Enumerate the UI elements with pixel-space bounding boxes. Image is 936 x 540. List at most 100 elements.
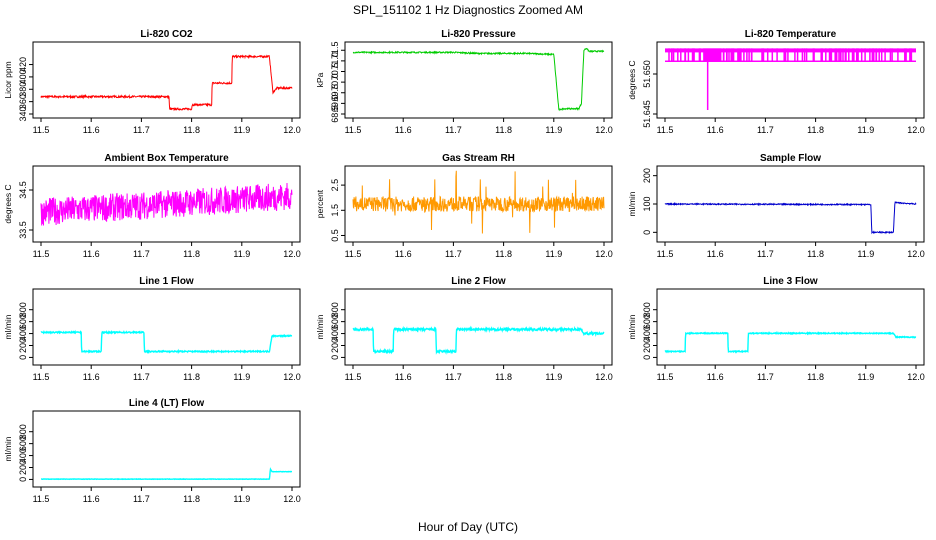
x-tick-label: 11.7 <box>757 125 774 135</box>
data-series-line <box>664 201 917 235</box>
panel-title: Gas Stream RH <box>442 153 515 164</box>
x-tick-label: 11.6 <box>83 249 100 259</box>
panel-title: Li-820 Pressure <box>441 29 516 40</box>
y-tick-label: 0 <box>642 355 652 360</box>
y-tick-label: 33.5 <box>18 221 28 239</box>
x-tick-label: 11.6 <box>395 249 412 259</box>
plot-frame <box>344 288 613 366</box>
plot-frame <box>656 41 925 119</box>
x-tick-label: 11.5 <box>33 372 50 382</box>
y-tick-label: 0 <box>18 355 28 360</box>
x-tick-label: 12.0 <box>283 249 301 259</box>
x-tick-label: 11.5 <box>345 372 362 382</box>
y-tick-label: 0 <box>642 230 652 235</box>
x-tick-label: 11.8 <box>495 372 512 382</box>
y-tick-label: 0.5 <box>330 229 340 242</box>
x-tick-label: 11.5 <box>657 372 674 382</box>
y-tick-label: 600 <box>18 436 28 451</box>
x-tick-label: 11.7 <box>133 125 150 135</box>
y-tick-label: 200 <box>330 338 340 353</box>
y-axis-label: ml/min <box>627 191 637 216</box>
y-axis-label: degrees C <box>3 184 13 223</box>
x-tick-label: 11.9 <box>233 494 250 504</box>
x-tick-label: 11.5 <box>345 249 362 259</box>
figure-title: SPL_151102 1 Hz Diagnostics Zoomed AM <box>353 3 583 17</box>
y-tick-label: 600 <box>642 314 652 329</box>
y-tick-label: 70.0 <box>330 73 340 91</box>
panel-8: Line 3 Flow 11.5 11.6 11.7 11.8 11.9 12.0 0 2004… <box>627 276 925 382</box>
plot-frame <box>32 410 301 488</box>
x-tick-label: 11.6 <box>395 125 412 135</box>
plot-frame <box>344 165 613 243</box>
panel-1: Li-820 Pressure 11.5 11.6 11.7 11.8 11.9 12.0 6… <box>315 29 613 135</box>
x-tick-label: 11.7 <box>445 125 462 135</box>
y-tick-label: 400 <box>642 326 652 341</box>
panel-title: Li-820 CO2 <box>140 29 193 40</box>
data-series-line <box>40 54 293 112</box>
x-tick-label: 11.5 <box>657 249 674 259</box>
x-tick-label: 11.9 <box>233 125 250 135</box>
y-tick-label: 69.0 <box>330 95 340 113</box>
x-tick-label: 11.5 <box>657 125 674 135</box>
x-tick-label: 12.0 <box>283 125 301 135</box>
panel-9: Line 4 (LT) Flow 11.5 11.6 11.7 11.8 11.9 12.0… <box>3 398 301 504</box>
panel-grid: Li-820 CO2 11.5 11.6 11.7 11.8 11.9 12.0 340360… <box>3 29 925 504</box>
y-tick-label: 51.650 <box>642 60 652 88</box>
y-tick-label: 1.5 <box>330 204 340 217</box>
data-series-line <box>352 325 605 355</box>
x-tick-label: 11.6 <box>83 494 100 504</box>
x-tick-label: 12.0 <box>907 372 925 382</box>
y-axis-label: degrees C <box>627 60 637 99</box>
figure-x-axis-label: Hour of Day (UTC) <box>418 520 518 534</box>
data-series-line <box>352 170 605 234</box>
panel-5: Sample Flow 11.5 11.6 11.7 11.8 11.9 12.0 0 100 2… <box>627 153 925 259</box>
x-tick-label: 11.6 <box>83 372 100 382</box>
panel-0: Li-820 CO2 11.5 11.6 11.7 11.8 11.9 12.0 340360… <box>3 29 301 135</box>
y-tick-label: 380 <box>18 82 28 97</box>
x-tick-label: 11.5 <box>33 249 50 259</box>
y-tick-label: 200 <box>642 168 652 183</box>
y-tick-label: 800 <box>330 302 340 317</box>
y-tick-label: 71.0 <box>330 52 340 70</box>
panel-title: Line 4 (LT) Flow <box>129 398 205 409</box>
x-tick-label: 11.9 <box>545 125 562 135</box>
y-tick-label: 0 <box>18 477 28 482</box>
data-series-line <box>40 182 293 226</box>
y-tick-label: 71.5 <box>330 41 340 59</box>
x-tick-label: 11.8 <box>183 249 200 259</box>
x-tick-label: 12.0 <box>283 372 301 382</box>
data-series-line <box>664 331 917 354</box>
x-tick-label: 11.7 <box>133 249 150 259</box>
x-tick-label: 11.9 <box>545 372 562 382</box>
plot-frame <box>656 288 925 366</box>
x-tick-label: 11.8 <box>183 125 200 135</box>
y-tick-label: 400 <box>18 69 28 84</box>
x-tick-label: 11.6 <box>707 249 724 259</box>
y-tick-label: 68.5 <box>330 105 340 123</box>
x-tick-label: 12.0 <box>595 372 613 382</box>
y-tick-label: 51.645 <box>642 100 652 128</box>
x-tick-label: 12.0 <box>283 494 301 504</box>
y-axis-label: kPa <box>315 72 325 87</box>
data-series-band <box>665 48 916 53</box>
y-tick-label: 360 <box>18 94 28 109</box>
x-tick-label: 11.8 <box>807 249 824 259</box>
x-tick-label: 12.0 <box>907 249 925 259</box>
x-tick-label: 11.7 <box>757 372 774 382</box>
panel-title: Ambient Box Temperature <box>104 153 229 164</box>
x-tick-label: 11.6 <box>395 372 412 382</box>
y-axis-label: ml/min <box>3 314 13 339</box>
x-tick-label: 11.5 <box>345 125 362 135</box>
y-tick-label: 400 <box>330 326 340 341</box>
data-series-line <box>665 48 916 110</box>
plot-frame <box>344 41 613 119</box>
y-axis-label: Licor ppm <box>3 61 13 98</box>
y-tick-label: 69.5 <box>330 84 340 102</box>
x-tick-label: 11.9 <box>857 372 874 382</box>
plot-frame <box>32 165 301 243</box>
y-axis-label: percent <box>315 189 325 218</box>
x-tick-label: 11.8 <box>807 125 824 135</box>
panel-title: Line 1 Flow <box>139 276 194 287</box>
x-tick-label: 12.0 <box>907 125 925 135</box>
